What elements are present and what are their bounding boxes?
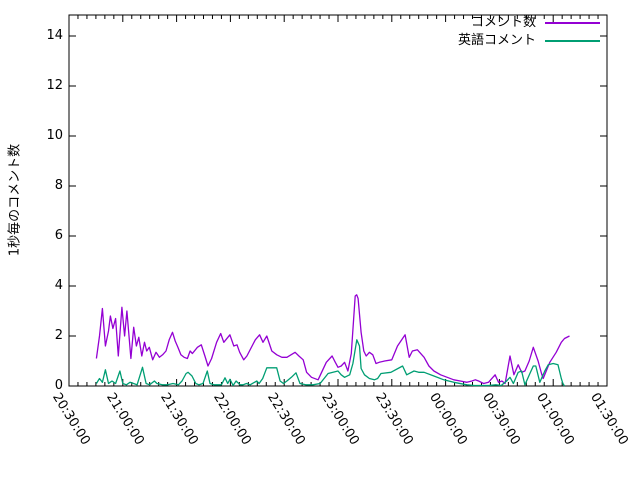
legend-label-comments: コメント数: [470, 15, 536, 30]
y-tick-label: 0: [54, 378, 63, 393]
y-tick-label: 4: [54, 278, 63, 293]
series-line-1: [95, 339, 566, 387]
y-tick-label: 12: [46, 78, 63, 93]
y-tick-label: 8: [54, 178, 63, 193]
legend-label-english-comments: 英語コメント: [457, 33, 536, 48]
legend-line-sample-english-comments: [545, 40, 600, 42]
y-tick-label: 10: [46, 128, 63, 143]
series-line-0: [95, 294, 570, 385]
y-tick-label: 2: [54, 328, 63, 343]
legend-item-english-comments: 英語コメント: [458, 34, 600, 48]
legend-line-sample-comments: [545, 22, 600, 24]
plot-border: [68, 14, 608, 387]
legend-item-comments: コメント数: [458, 16, 600, 30]
legend: コメント数 英語コメント: [458, 16, 600, 48]
y-axis-title: 1秒毎のコメント数: [7, 143, 23, 257]
y-tick-label: 14: [46, 28, 63, 43]
y-tick-label: 6: [54, 228, 63, 243]
